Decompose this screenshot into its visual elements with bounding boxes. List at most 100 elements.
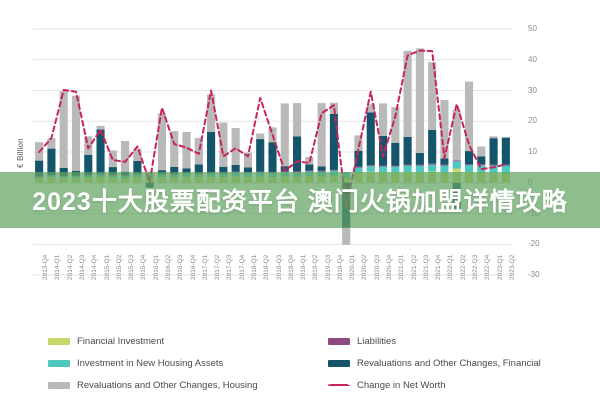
chart-bar-segment <box>489 165 498 174</box>
legend-item[interactable]: Change in Net Worth <box>328 374 541 396</box>
x-axis-tick-label: 2018-Q1 <box>250 254 258 280</box>
chart-bar-segment <box>317 103 326 167</box>
chart-bar-segment <box>35 178 44 183</box>
chart-bar-segment <box>35 160 44 176</box>
x-axis-tick-label: 2021-Q1 <box>398 254 406 280</box>
chart-bar-segment <box>342 227 351 245</box>
chart-bar-segment <box>47 148 56 176</box>
chart-bar-segment <box>329 113 338 170</box>
chart-bar-segment <box>317 170 326 172</box>
chart-bar-segment <box>219 172 228 174</box>
chart-bar-segment <box>440 165 449 173</box>
x-axis-tick-label: 2019-Q4 <box>336 254 344 280</box>
legend-item[interactable]: Revaluations and Other Changes, Housing <box>48 374 258 396</box>
chart-bar-segment <box>305 175 314 183</box>
y-axis-tick-label: 0 <box>528 177 533 187</box>
chart-bar-segment <box>84 175 93 176</box>
legend-item[interactable]: Liabilities <box>328 330 541 352</box>
chart-bar-segment <box>96 173 105 175</box>
chart-bar-segment <box>464 172 474 183</box>
y-axis-tick-label: 20 <box>528 116 537 126</box>
x-axis-tick-label: 2014-Q3 <box>78 254 86 280</box>
chart-bar-segment <box>157 177 167 183</box>
chart-bar-segment <box>108 175 117 176</box>
x-axis-tick-label: 2014-Q2 <box>66 254 74 280</box>
chart-bar-segment <box>280 103 289 167</box>
chart-bar-segment <box>317 171 326 177</box>
x-axis-tick-label: 2019-Q1 <box>300 254 308 280</box>
x-axis-tick-label: 2020-Q3 <box>373 254 381 280</box>
chart-bar-segment <box>403 50 412 137</box>
chart-bar-segment <box>182 168 191 173</box>
legend-swatch-icon <box>48 337 70 345</box>
chart-bar-segment <box>268 142 277 173</box>
chart-bar-segment <box>452 182 461 212</box>
net-worth-line <box>38 49 507 209</box>
chart-bar-segment <box>194 137 203 165</box>
chart-bar-segment <box>207 173 216 177</box>
chart-bar-segment <box>157 173 167 175</box>
chart-bar-segment <box>428 163 437 165</box>
chart-bar-segment <box>403 171 412 183</box>
chart-bar-segment <box>501 165 510 174</box>
chart-bar-segment <box>366 104 375 113</box>
chart-bar-segment <box>305 171 314 176</box>
chart-bar-segment <box>59 175 68 176</box>
x-axis-tick-label: 2017-Q3 <box>226 254 234 280</box>
x-axis-tick-label: 2014-Q4 <box>91 254 99 280</box>
chart-bar-segment <box>256 139 265 172</box>
chart-bar-segment <box>108 175 117 178</box>
chart-bar-segment <box>256 172 265 177</box>
chart-bar-segment <box>440 172 449 183</box>
y-axis-tick-label: 10 <box>528 147 537 156</box>
chart-bar-segment <box>489 138 498 165</box>
legend-column-left: Financial Investment Investment in New Ho… <box>48 330 258 396</box>
chart-bar-segment <box>84 175 93 178</box>
chart-bar-segment <box>440 164 449 166</box>
chart-bar-segment <box>219 173 228 178</box>
chart-bar-segment <box>231 176 240 183</box>
x-axis-tick-label: 2018-Q3 <box>275 254 283 280</box>
chart-bar-segment <box>317 166 326 171</box>
chart-bar-segment <box>268 173 277 178</box>
legend-item[interactable]: Investment in New Housing Assets <box>48 352 258 374</box>
chart-bar-segment <box>366 171 375 183</box>
chart-bar-segment <box>133 173 142 175</box>
chart-bar-segment <box>71 175 81 177</box>
chart-bar-segment <box>59 177 68 183</box>
chart-bar-segment <box>378 166 388 173</box>
chart-bar-segment <box>464 163 474 165</box>
chart-bar-segment <box>133 176 142 183</box>
chart-bar-segment <box>71 95 81 171</box>
chart-bar-segment <box>170 177 179 183</box>
legend-item-label: Revaluations and Other Changes, Housing <box>77 379 258 391</box>
chart-bar-segment <box>219 177 228 183</box>
x-axis-tick-label: 2016-Q2 <box>164 254 172 280</box>
chart-bar-segment <box>354 166 363 168</box>
chart-bar-segment <box>71 170 81 176</box>
chart-bar-segment <box>354 167 363 173</box>
chart-bar-segment <box>96 174 105 177</box>
legend-swatch-icon <box>48 359 70 367</box>
legend-item[interactable]: Revaluations and Other Changes, Financia… <box>328 352 541 374</box>
chart-bar-segment <box>415 48 424 153</box>
chart-bar-segment <box>440 158 449 165</box>
chart-bar-segment <box>59 91 68 168</box>
x-axis-tick-label: 2015-Q1 <box>103 254 111 280</box>
chart-bar-segment <box>391 172 400 183</box>
chart-bar-segment <box>378 136 388 166</box>
chart-bar-segment <box>342 172 351 174</box>
chart-bar-segment <box>121 178 130 183</box>
chart-bar-segment <box>121 175 130 179</box>
chart-bar-segment <box>96 125 105 130</box>
y-axis-tick-label: 30 <box>528 85 537 95</box>
chart-bar-segment <box>231 128 240 165</box>
chart-bar-segment <box>256 176 265 183</box>
legend-item[interactable]: Financial Investment <box>48 330 258 352</box>
chart-bar-segment <box>293 103 302 137</box>
legend-item-label: Financial Investment <box>77 335 165 347</box>
y-axis-tick-label: -10 <box>528 208 540 218</box>
chart-bar-segment <box>157 170 167 174</box>
chart-bar-segment <box>35 175 44 177</box>
chart-bar-segment <box>207 132 216 173</box>
